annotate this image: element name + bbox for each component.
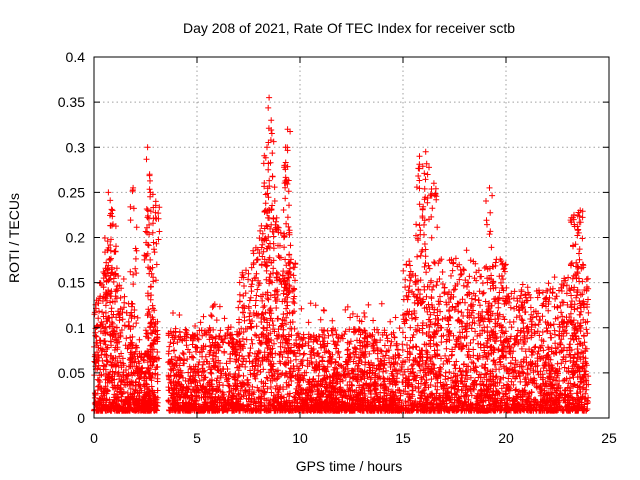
y-tick-labels: 0 0.05 0.1 0.15 0.2 0.25 0.3 0.35 0.4 xyxy=(58,49,85,426)
chart-title: Day 208 of 2021, Rate Of TEC Index for r… xyxy=(183,20,515,36)
y-tick-label: 0.25 xyxy=(58,184,85,200)
scatter-markers xyxy=(91,94,592,414)
y-tick-label: 0.05 xyxy=(58,365,85,381)
y-axis-title: ROTI / TECUs xyxy=(6,193,22,283)
data-points xyxy=(91,94,592,414)
x-tick-label: 10 xyxy=(292,430,308,446)
x-tick-label: 5 xyxy=(193,430,201,446)
x-tick-label: 0 xyxy=(90,430,98,446)
x-tick-label: 25 xyxy=(601,430,617,446)
grid xyxy=(94,57,609,418)
y-tick-label: 0.4 xyxy=(66,49,86,65)
y-tick-label: 0 xyxy=(77,410,85,426)
y-tick-label: 0.35 xyxy=(58,94,85,110)
y-tick-label: 0.2 xyxy=(66,230,86,246)
x-tick-label: 20 xyxy=(498,430,514,446)
x-axis-title: GPS time / hours xyxy=(296,458,403,474)
y-tick-label: 0.3 xyxy=(66,139,86,155)
axis-ticks xyxy=(93,56,610,419)
x-tick-labels: 0 5 10 15 20 25 xyxy=(90,430,617,446)
x-tick-label: 15 xyxy=(395,430,411,446)
y-tick-label: 0.15 xyxy=(58,275,85,291)
y-tick-label: 0.1 xyxy=(66,320,86,336)
